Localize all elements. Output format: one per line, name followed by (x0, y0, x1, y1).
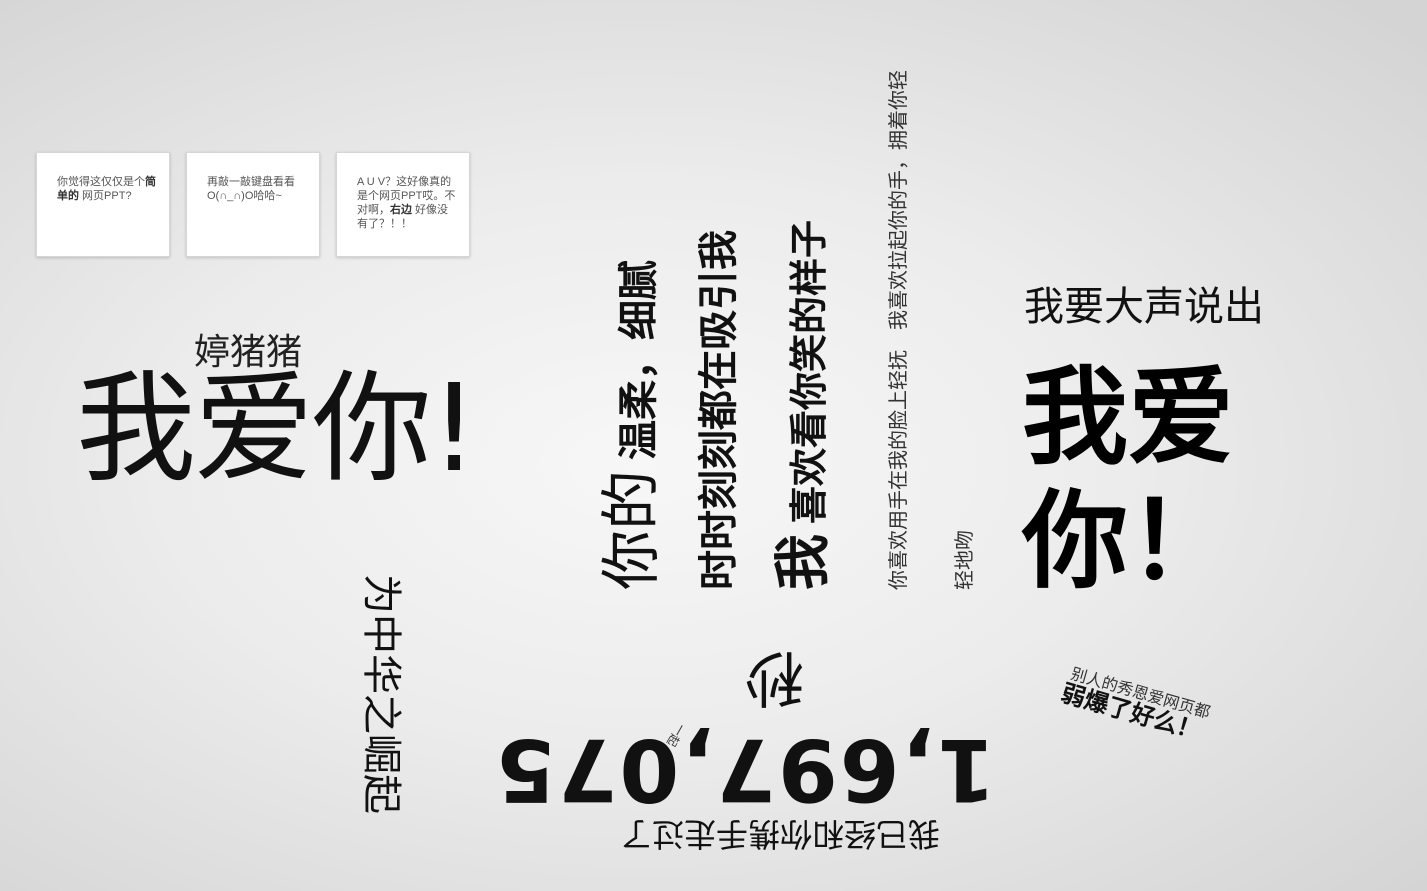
walked-text: 我已经和你携手走过了 (620, 815, 941, 853)
card-bold-text: 简单的 (57, 176, 156, 202)
name-text: 婷猪猪 (194, 332, 303, 373)
card-text: 你觉得这仅仅是个 (57, 176, 145, 188)
column-big-text: 你的 (597, 470, 667, 590)
rise-text: 为中华之崛起 (358, 574, 404, 814)
seconds-text: 秒 (744, 642, 804, 712)
column-like-smile: 我 喜欢看你笑的样子 (768, 220, 853, 590)
card-simple-ppt[interactable]: 你觉得这仅仅是个简单的 网页PPT? (36, 152, 170, 257)
column-your-gentle: 你的 温柔，细腻 (596, 260, 683, 590)
card-auv[interactable]: A U V？这好像真的是个网页PPT哎。不对啊，右边 好像没有了？！！ (336, 152, 470, 257)
card-bold-text: 右边 (390, 204, 412, 216)
card-text: A U V？这好像真的是个网页PPT哎。不对啊， (357, 176, 456, 216)
love-you-right: 我爱你！ (1022, 356, 1234, 603)
days-counter: 1,697,075 (493, 719, 996, 819)
card-text: 再敲一敲键盘看看O(∩_∩)O哈哈~ (207, 176, 295, 202)
column-big-text: 我 (771, 534, 836, 590)
column-small-text: 喜欢看你笑的样子 (787, 219, 831, 524)
column-touch: 你喜欢用手在我的脸上轻抚 我喜欢拉起你的手，拥着你轻 (886, 70, 910, 590)
love-you-left: 我爱你! (76, 360, 478, 499)
card-keyboard-hint[interactable]: 再敲一敲键盘看看O(∩_∩)O哈哈~ (186, 152, 320, 257)
card-text-tail: 好像没有了？！！ (357, 204, 449, 230)
column-attract: 时时刻刻都在吸引我 (696, 230, 742, 590)
column-kiss: 轻地吻 (952, 530, 976, 590)
card-text-tail: 网页PPT? (79, 190, 132, 202)
column-small-text: 温柔，细腻 (616, 260, 662, 460)
shout-text: 我要大声说出 (1024, 284, 1264, 330)
